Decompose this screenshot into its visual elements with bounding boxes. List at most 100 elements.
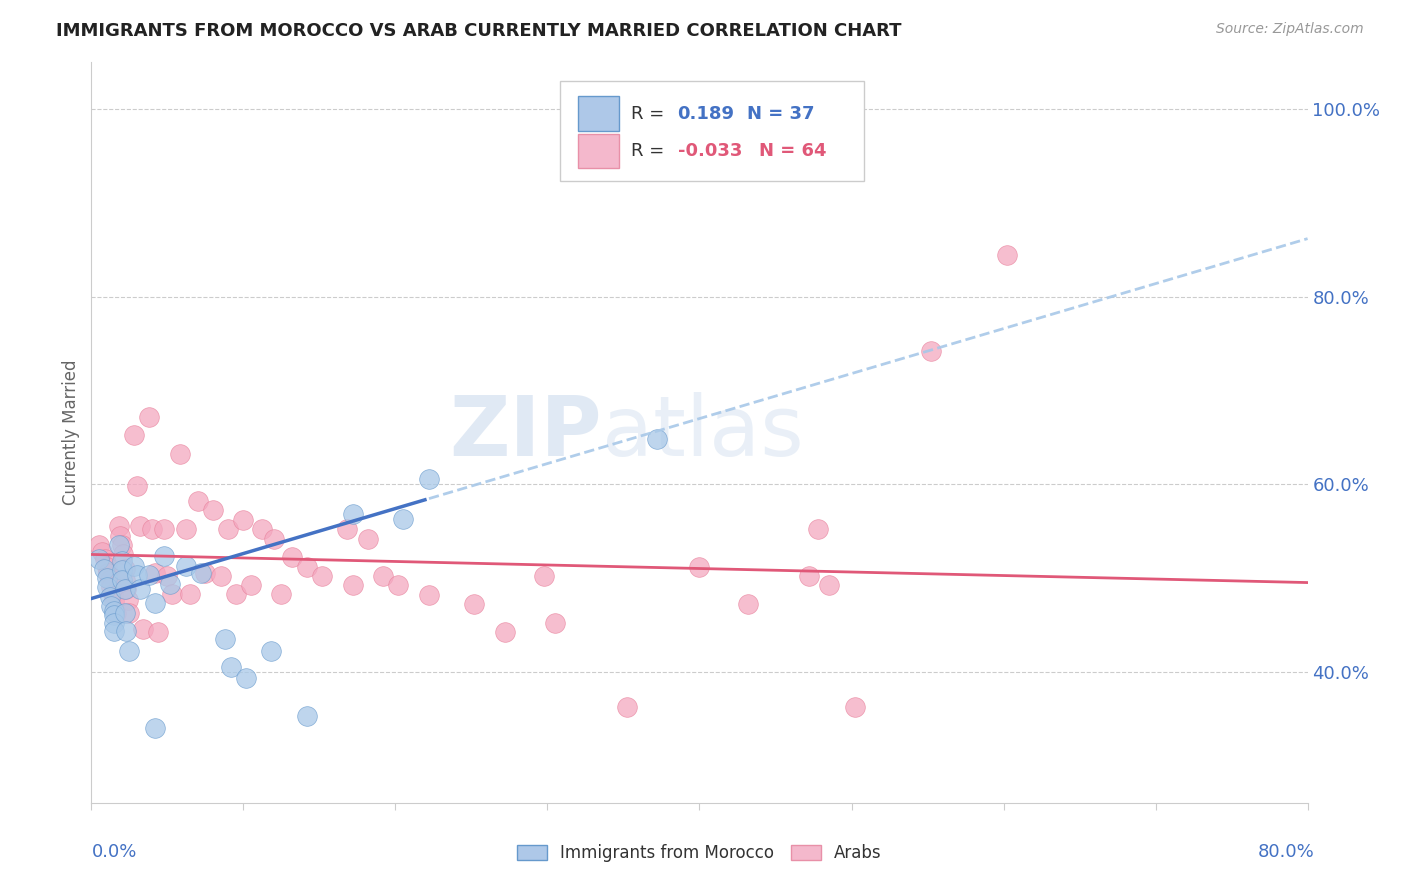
Point	[494, 625, 516, 640]
Point	[373, 569, 395, 583]
Point	[87, 538, 110, 552]
Point	[111, 538, 134, 552]
Point	[103, 608, 125, 623]
Point	[138, 568, 160, 582]
Point	[103, 604, 125, 618]
Point	[174, 522, 197, 536]
Point	[118, 644, 141, 658]
Point	[688, 559, 710, 574]
Point	[114, 561, 136, 575]
Point	[263, 532, 285, 546]
Point	[101, 587, 124, 601]
Point	[281, 550, 304, 565]
Text: R =: R =	[631, 104, 671, 122]
Point	[179, 587, 201, 601]
Point	[107, 538, 129, 552]
Point	[169, 447, 191, 461]
Point	[104, 607, 127, 621]
Point	[235, 671, 257, 685]
Point	[103, 594, 125, 608]
Point	[160, 587, 183, 601]
Point	[153, 522, 176, 536]
FancyBboxPatch shape	[578, 96, 619, 130]
Point	[342, 578, 364, 592]
Point	[103, 615, 125, 630]
Point	[250, 522, 273, 536]
Point	[96, 571, 118, 585]
Point	[194, 566, 217, 581]
Point	[107, 519, 129, 533]
Point	[125, 479, 148, 493]
Point	[117, 593, 139, 607]
Point	[995, 247, 1018, 261]
Point	[214, 632, 236, 646]
Point	[96, 559, 118, 574]
Point	[737, 597, 759, 611]
Y-axis label: Currently Married: Currently Married	[62, 359, 80, 506]
Point	[920, 344, 942, 359]
Text: N = 64: N = 64	[759, 142, 827, 160]
Point	[114, 606, 136, 620]
Point	[115, 582, 138, 596]
Point	[143, 566, 166, 581]
Point	[797, 569, 820, 583]
Point	[98, 573, 121, 587]
Text: atlas: atlas	[602, 392, 804, 473]
Point	[463, 597, 485, 611]
Point	[110, 529, 132, 543]
Point	[143, 596, 166, 610]
Point	[111, 573, 134, 587]
Point	[232, 513, 254, 527]
Point	[336, 522, 359, 536]
Point	[260, 644, 283, 658]
Point	[93, 561, 115, 575]
Point	[159, 577, 181, 591]
Point	[217, 522, 239, 536]
Point	[387, 578, 409, 592]
Point	[100, 580, 122, 594]
Point	[807, 522, 830, 536]
Point	[418, 588, 440, 602]
Point	[418, 473, 440, 487]
Legend: Immigrants from Morocco, Arabs: Immigrants from Morocco, Arabs	[510, 838, 889, 869]
Text: R =: R =	[631, 142, 671, 160]
Point	[817, 578, 839, 592]
Point	[125, 568, 148, 582]
Point	[87, 552, 110, 566]
Point	[111, 563, 134, 577]
Point	[122, 558, 145, 573]
Point	[544, 615, 567, 630]
Point	[240, 578, 263, 592]
Point	[357, 532, 380, 546]
Point	[94, 552, 117, 566]
Point	[129, 519, 152, 533]
Text: 0.0%: 0.0%	[91, 843, 136, 861]
Text: 0.189: 0.189	[678, 104, 734, 122]
Point	[138, 409, 160, 424]
Point	[174, 558, 197, 573]
Text: Source: ZipAtlas.com: Source: ZipAtlas.com	[1216, 22, 1364, 37]
Point	[129, 582, 152, 596]
Point	[616, 700, 638, 714]
Point	[115, 624, 138, 639]
Point	[122, 428, 145, 442]
Point	[645, 432, 668, 446]
Point	[187, 494, 209, 508]
Point	[392, 512, 415, 526]
Text: ZIP: ZIP	[450, 392, 602, 473]
Point	[297, 559, 319, 574]
Point	[156, 569, 179, 583]
Text: N = 37: N = 37	[747, 104, 814, 122]
Point	[114, 582, 136, 596]
Point	[97, 566, 120, 581]
Point	[533, 569, 555, 583]
Point	[98, 590, 121, 604]
Point	[91, 544, 114, 558]
Point	[103, 624, 125, 639]
Point	[202, 503, 225, 517]
Point	[225, 587, 247, 601]
Point	[219, 660, 242, 674]
Point	[141, 522, 163, 536]
FancyBboxPatch shape	[578, 134, 619, 168]
Point	[96, 580, 118, 594]
